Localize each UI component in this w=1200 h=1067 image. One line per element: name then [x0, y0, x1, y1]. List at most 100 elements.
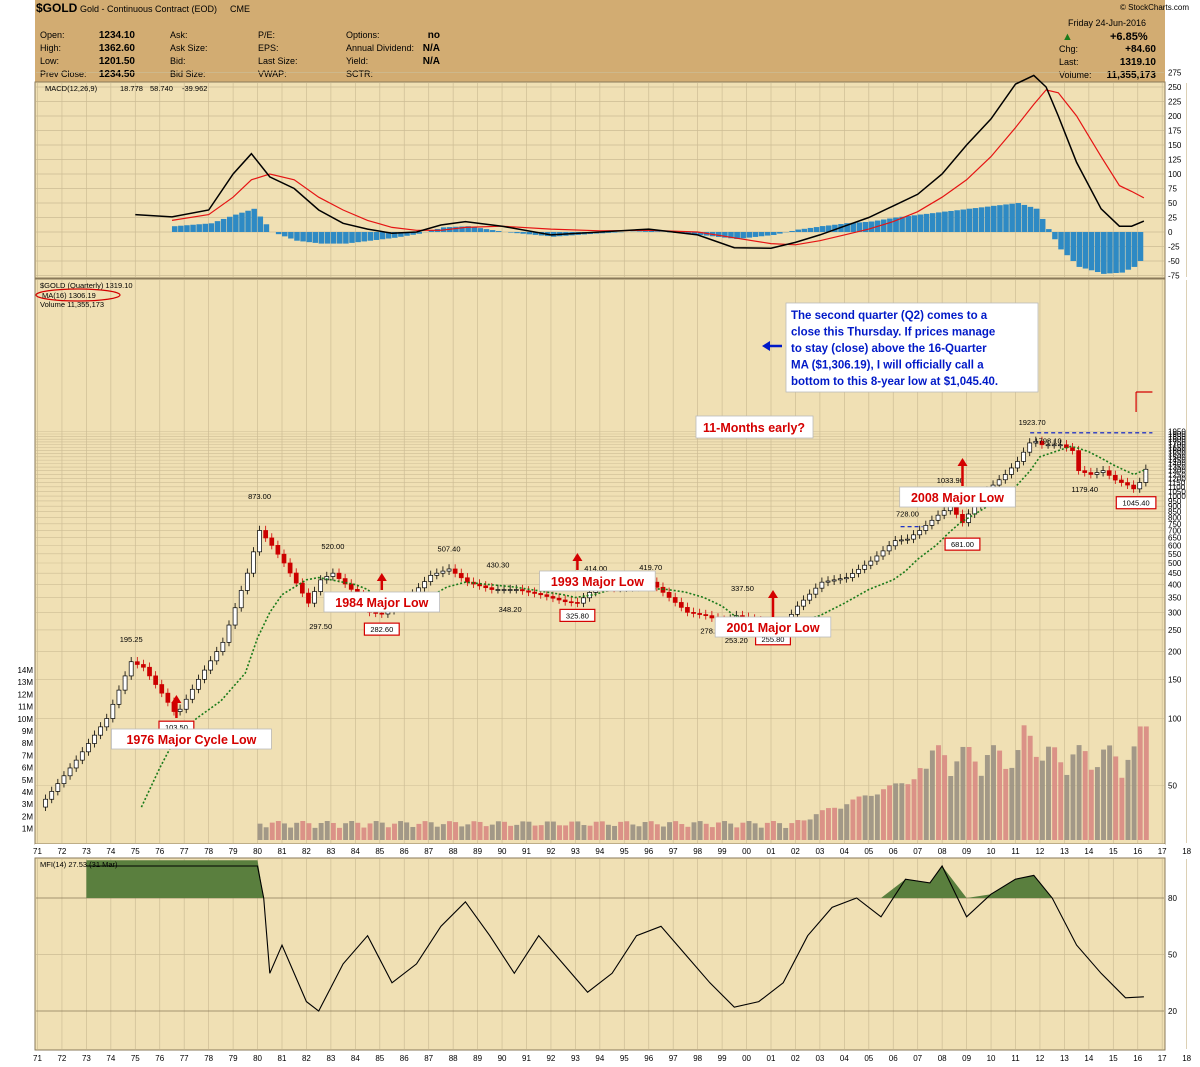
x-tick-label: 01 [767, 1054, 776, 1063]
volume-bar [740, 822, 746, 840]
candle-body [568, 601, 574, 604]
volume-bar [404, 822, 410, 840]
quote-value: 1234.10 [99, 30, 136, 41]
volume-y-tick: 4M [22, 788, 33, 797]
x-tick-label: 92 [546, 1054, 555, 1063]
price-y-tick: 550 [1168, 550, 1182, 559]
volume-bar [624, 821, 630, 840]
x-tick-label: 06 [889, 847, 898, 856]
volume-bar [514, 824, 520, 840]
volume-bar [984, 755, 990, 840]
macd-histogram-bar [966, 208, 973, 232]
price-value-label: 1033.90 [937, 476, 964, 485]
price-y-tick: 50 [1168, 782, 1177, 791]
x-tick-label: 84 [351, 847, 360, 856]
major-low-callout-box [539, 570, 656, 592]
red-arrow-head [572, 553, 583, 561]
x-tick-label: 95 [620, 847, 629, 856]
macd-histogram-bar [312, 232, 319, 243]
candle-body [581, 597, 586, 604]
macd-histogram-bar [459, 226, 465, 232]
price-y-tick: 1950 [1168, 427, 1186, 436]
volume-bar [734, 827, 740, 840]
price-value-label: 253.20 [725, 636, 748, 645]
volume-bar [856, 796, 862, 840]
volume-bar [379, 822, 385, 840]
volume-bar [777, 823, 783, 840]
volume-bar [991, 745, 996, 840]
volume-bar [636, 826, 642, 840]
quote-label: Annual Dividend: [346, 43, 414, 53]
price-y-tick: 1650 [1168, 444, 1186, 453]
price-label-box [1115, 496, 1157, 510]
macd-histogram-bar [1088, 232, 1095, 271]
volume-bar [1039, 760, 1045, 840]
candle-body [880, 550, 886, 557]
major-low-callout: 2008 Major Low [911, 491, 1004, 505]
macd-histogram-bar [263, 224, 270, 232]
x-tick-label: 71 [33, 847, 42, 856]
candle-body [935, 514, 941, 521]
x-tick-label: 80 [253, 847, 262, 856]
macd-histogram-bar [826, 225, 832, 232]
volume-bar [997, 750, 1003, 840]
price-value-label: 1923.70 [1019, 418, 1046, 427]
x-tick-label: 12 [1035, 847, 1044, 856]
price-value-label: 278.40 [700, 627, 723, 636]
volume-bar [428, 822, 434, 840]
candle-body [831, 579, 837, 582]
macd-histogram-bar [171, 226, 178, 232]
macd-histogram-bar [685, 232, 691, 234]
x-tick-label: 09 [962, 847, 971, 856]
macd-histogram-bar [832, 224, 838, 232]
volume-bar [532, 825, 538, 840]
candle-body [306, 592, 311, 604]
x-tick-label: 99 [718, 847, 727, 856]
macd-histogram-bar [636, 231, 643, 232]
candle-body [1076, 450, 1081, 472]
price-value-label: 103.50 [165, 723, 188, 732]
macd-histogram-bar [257, 216, 264, 232]
price-value-label: 325.80 [566, 611, 589, 620]
candle-body [1057, 444, 1063, 447]
volume-bar [1027, 735, 1033, 840]
volume-legend: Volume 11,355,173 [40, 300, 104, 309]
quote-date: Friday 24-Jun-2016 [1068, 18, 1146, 28]
volume-bar [654, 824, 660, 840]
macd-histogram-bar [942, 211, 948, 232]
candle-body [98, 726, 103, 736]
candle-body [287, 562, 293, 574]
x-tick-label: 04 [840, 847, 849, 856]
candle-body [1009, 467, 1014, 475]
x-tick-label: 85 [375, 1054, 384, 1063]
macd-histogram-bar [410, 232, 416, 235]
volume-bar [954, 761, 960, 840]
volume-bar [526, 821, 532, 840]
quote-table: Open: 1234.10 High: 1362.60 Low: 1201.50 Prev … [40, 30, 1156, 81]
candle-body [122, 675, 128, 691]
volume-bar [1137, 726, 1143, 840]
volume-bar [1101, 749, 1106, 840]
macd-histogram-bar [355, 232, 361, 243]
candle-body [220, 641, 226, 652]
quote-value: 1319.10 [1120, 57, 1157, 68]
macd-y-tick: 175 [1168, 127, 1182, 136]
macd-histogram-bar [642, 231, 649, 232]
candle-body [905, 538, 910, 541]
volume-bar [1021, 725, 1027, 840]
candle-body [336, 572, 342, 579]
note-line: to stay (close) above the 16-Quarter [791, 343, 987, 355]
x-tick-label: 73 [82, 847, 91, 856]
candle-body [92, 734, 97, 744]
price-y-tick: 800 [1168, 514, 1182, 523]
volume-bar [483, 826, 489, 840]
macd-histogram-bar [202, 223, 209, 232]
candle-body [141, 664, 146, 668]
volume-bar [1070, 754, 1076, 840]
macd-histogram-bar [972, 208, 979, 232]
candle-body [312, 591, 317, 604]
price-y-tick: 1900 [1168, 430, 1186, 439]
quote-label: VWAP: [258, 69, 287, 79]
volume-y-tick: 7M [22, 751, 33, 760]
header-background [35, 0, 1165, 82]
